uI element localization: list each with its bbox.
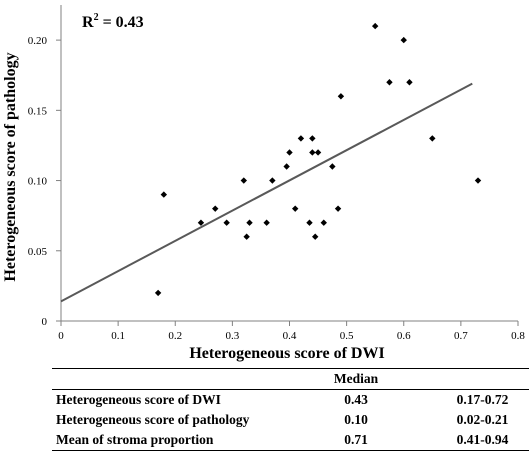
table-cell-median: 0.43 (344, 392, 368, 407)
data-point (320, 219, 327, 226)
x-tick-label: 0 (58, 330, 64, 342)
data-point (312, 233, 319, 240)
data-point (400, 36, 407, 44)
x-tick-label: 0.5 (340, 330, 354, 342)
data-point (406, 79, 413, 86)
data-point (474, 177, 482, 184)
table-cell-range: 0.02-0.21 (456, 412, 509, 427)
data-points (154, 22, 482, 297)
data-point (337, 93, 345, 100)
y-tick-label: 0.20 (28, 35, 48, 47)
data-point (329, 163, 336, 170)
table-cell-label: Heterogeneous score of DWI (56, 392, 221, 407)
data-point (223, 219, 230, 226)
data-point (246, 219, 253, 226)
table-row: Mean of stroma proportion 0.71 0.41-0.94 (52, 430, 529, 451)
data-point (240, 177, 247, 184)
y-tick-label: 0 (42, 316, 48, 328)
y-tick-label: 0.05 (28, 246, 48, 258)
data-point (286, 149, 293, 156)
data-point (243, 233, 250, 240)
data-point (263, 219, 270, 226)
x-tick-label: 0.6 (397, 330, 411, 342)
x-tick-label: 0.4 (283, 330, 297, 342)
data-point (292, 205, 299, 212)
data-point (429, 135, 436, 142)
data-point (197, 219, 205, 226)
data-point (283, 163, 290, 170)
x-tick-label: 0.7 (454, 330, 468, 342)
data-point (297, 135, 305, 142)
table-cell-label: Mean of stroma proportion (52, 430, 296, 451)
y-tick-label: 0.10 (28, 176, 48, 188)
data-point (309, 149, 316, 156)
table-row: Heterogeneous score of pathology 0.10 0.… (52, 410, 529, 430)
data-point (309, 135, 316, 142)
table-header-row: Median (52, 368, 529, 390)
table-cell-median: 0.71 (296, 430, 416, 451)
chart-axes (60, 5, 518, 322)
x-tick-label: 0.2 (168, 330, 182, 342)
table-cell-median: 0.10 (344, 412, 368, 427)
table-header-label (52, 368, 296, 390)
table-header-median: Median (296, 368, 416, 390)
data-point (306, 219, 313, 226)
scatter-chart: 0 0.1 0.2 0.3 0.4 0.5 0.6 0.7 0.8 00.050.100.150… (2, 5, 525, 362)
y-tick-label: 0.15 (28, 105, 48, 117)
data-point (334, 205, 342, 212)
y-axis-ticks: 0 0.05 0.10 0.15 0.20 (28, 35, 61, 328)
x-tick-label: 0.3 (226, 330, 240, 342)
summary-table: Median Heterogeneous score of DWI 0.43 0… (52, 368, 529, 451)
data-point (154, 289, 162, 297)
x-axis-ticks: 0 0.1 0.2 0.3 0.4 0.5 0.6 0.7 0.8 (58, 321, 525, 342)
trendline (60, 82, 473, 303)
data-point (386, 79, 393, 86)
table-row: Heterogeneous score of DWI 0.43 0.17-0.7… (52, 390, 529, 411)
data-point (212, 205, 219, 212)
x-tick-label: 0.1 (111, 330, 125, 342)
y-axis-title: Heterogeneous score of pathology (2, 52, 19, 281)
data-point (269, 177, 276, 184)
table-cell-label: Heterogeneous score of pathology (56, 412, 250, 427)
data-point (371, 22, 379, 30)
data-point (314, 149, 322, 156)
x-axis-title: Heterogeneous score of DWI (189, 345, 384, 362)
r-squared-annotation: R2 = 0.43 (82, 12, 144, 31)
trendline-group (60, 82, 473, 303)
data-point (160, 191, 168, 198)
table-cell-range: 0.17-0.72 (456, 392, 509, 407)
x-tick-label: 0.8 (511, 330, 525, 342)
table-cell-range: 0.41-0.94 (416, 430, 529, 451)
table-header-range (416, 368, 529, 390)
